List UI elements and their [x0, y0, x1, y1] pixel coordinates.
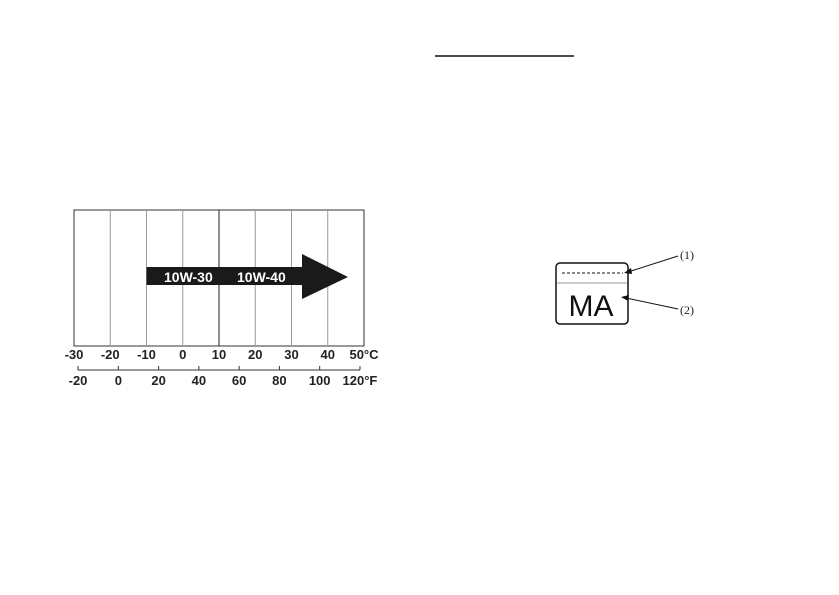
- viscosity-label-10w30: 10W-30: [164, 269, 213, 285]
- celsius-tick-label: 50°C: [349, 347, 379, 362]
- viscosity-arrow: 10W-30 10W-40: [146, 254, 348, 299]
- callout-2-arrowhead: [621, 295, 629, 301]
- celsius-tick-label: 30: [284, 347, 298, 362]
- fahrenheit-tick-label: -20: [69, 373, 88, 388]
- callout-1: (1): [680, 248, 694, 262]
- celsius-tick-label: 0: [179, 347, 186, 362]
- celsius-tick-label: 40: [321, 347, 335, 362]
- callout-1-arrowhead: [624, 268, 632, 274]
- viscosity-label-10w40: 10W-40: [237, 269, 286, 285]
- fahrenheit-tick-label: 40: [192, 373, 206, 388]
- viscosity-arrow-shape: [146, 254, 348, 299]
- celsius-tick-label: -30: [65, 347, 84, 362]
- celsius-tick-label: 20: [248, 347, 262, 362]
- label-box: [555, 262, 629, 325]
- callout-1-leader: [627, 255, 679, 273]
- fahrenheit-tick-label: 20: [151, 373, 165, 388]
- fahrenheit-tick-label: 60: [232, 373, 246, 388]
- fahrenheit-tick-label: 0: [115, 373, 122, 388]
- fahrenheit-tick-label: 80: [272, 373, 286, 388]
- celsius-tick-label: -20: [101, 347, 120, 362]
- fahrenheit-tick-label: 120°F: [343, 373, 378, 388]
- celsius-tick-label: 10: [212, 347, 226, 362]
- oil-label-figure: MA (1) (2): [555, 248, 694, 325]
- callout-2-leader: [625, 297, 679, 310]
- celsius-tick-label: -10: [137, 347, 156, 362]
- callout-2: (2): [680, 303, 694, 317]
- ma-mark: MA: [569, 290, 614, 323]
- fahrenheit-tick-label: 100: [309, 373, 331, 388]
- oil-viscosity-chart: 10W-30 10W-40 -30 -20 -10 0 10 20 30 40 50°C -20…: [65, 209, 379, 388]
